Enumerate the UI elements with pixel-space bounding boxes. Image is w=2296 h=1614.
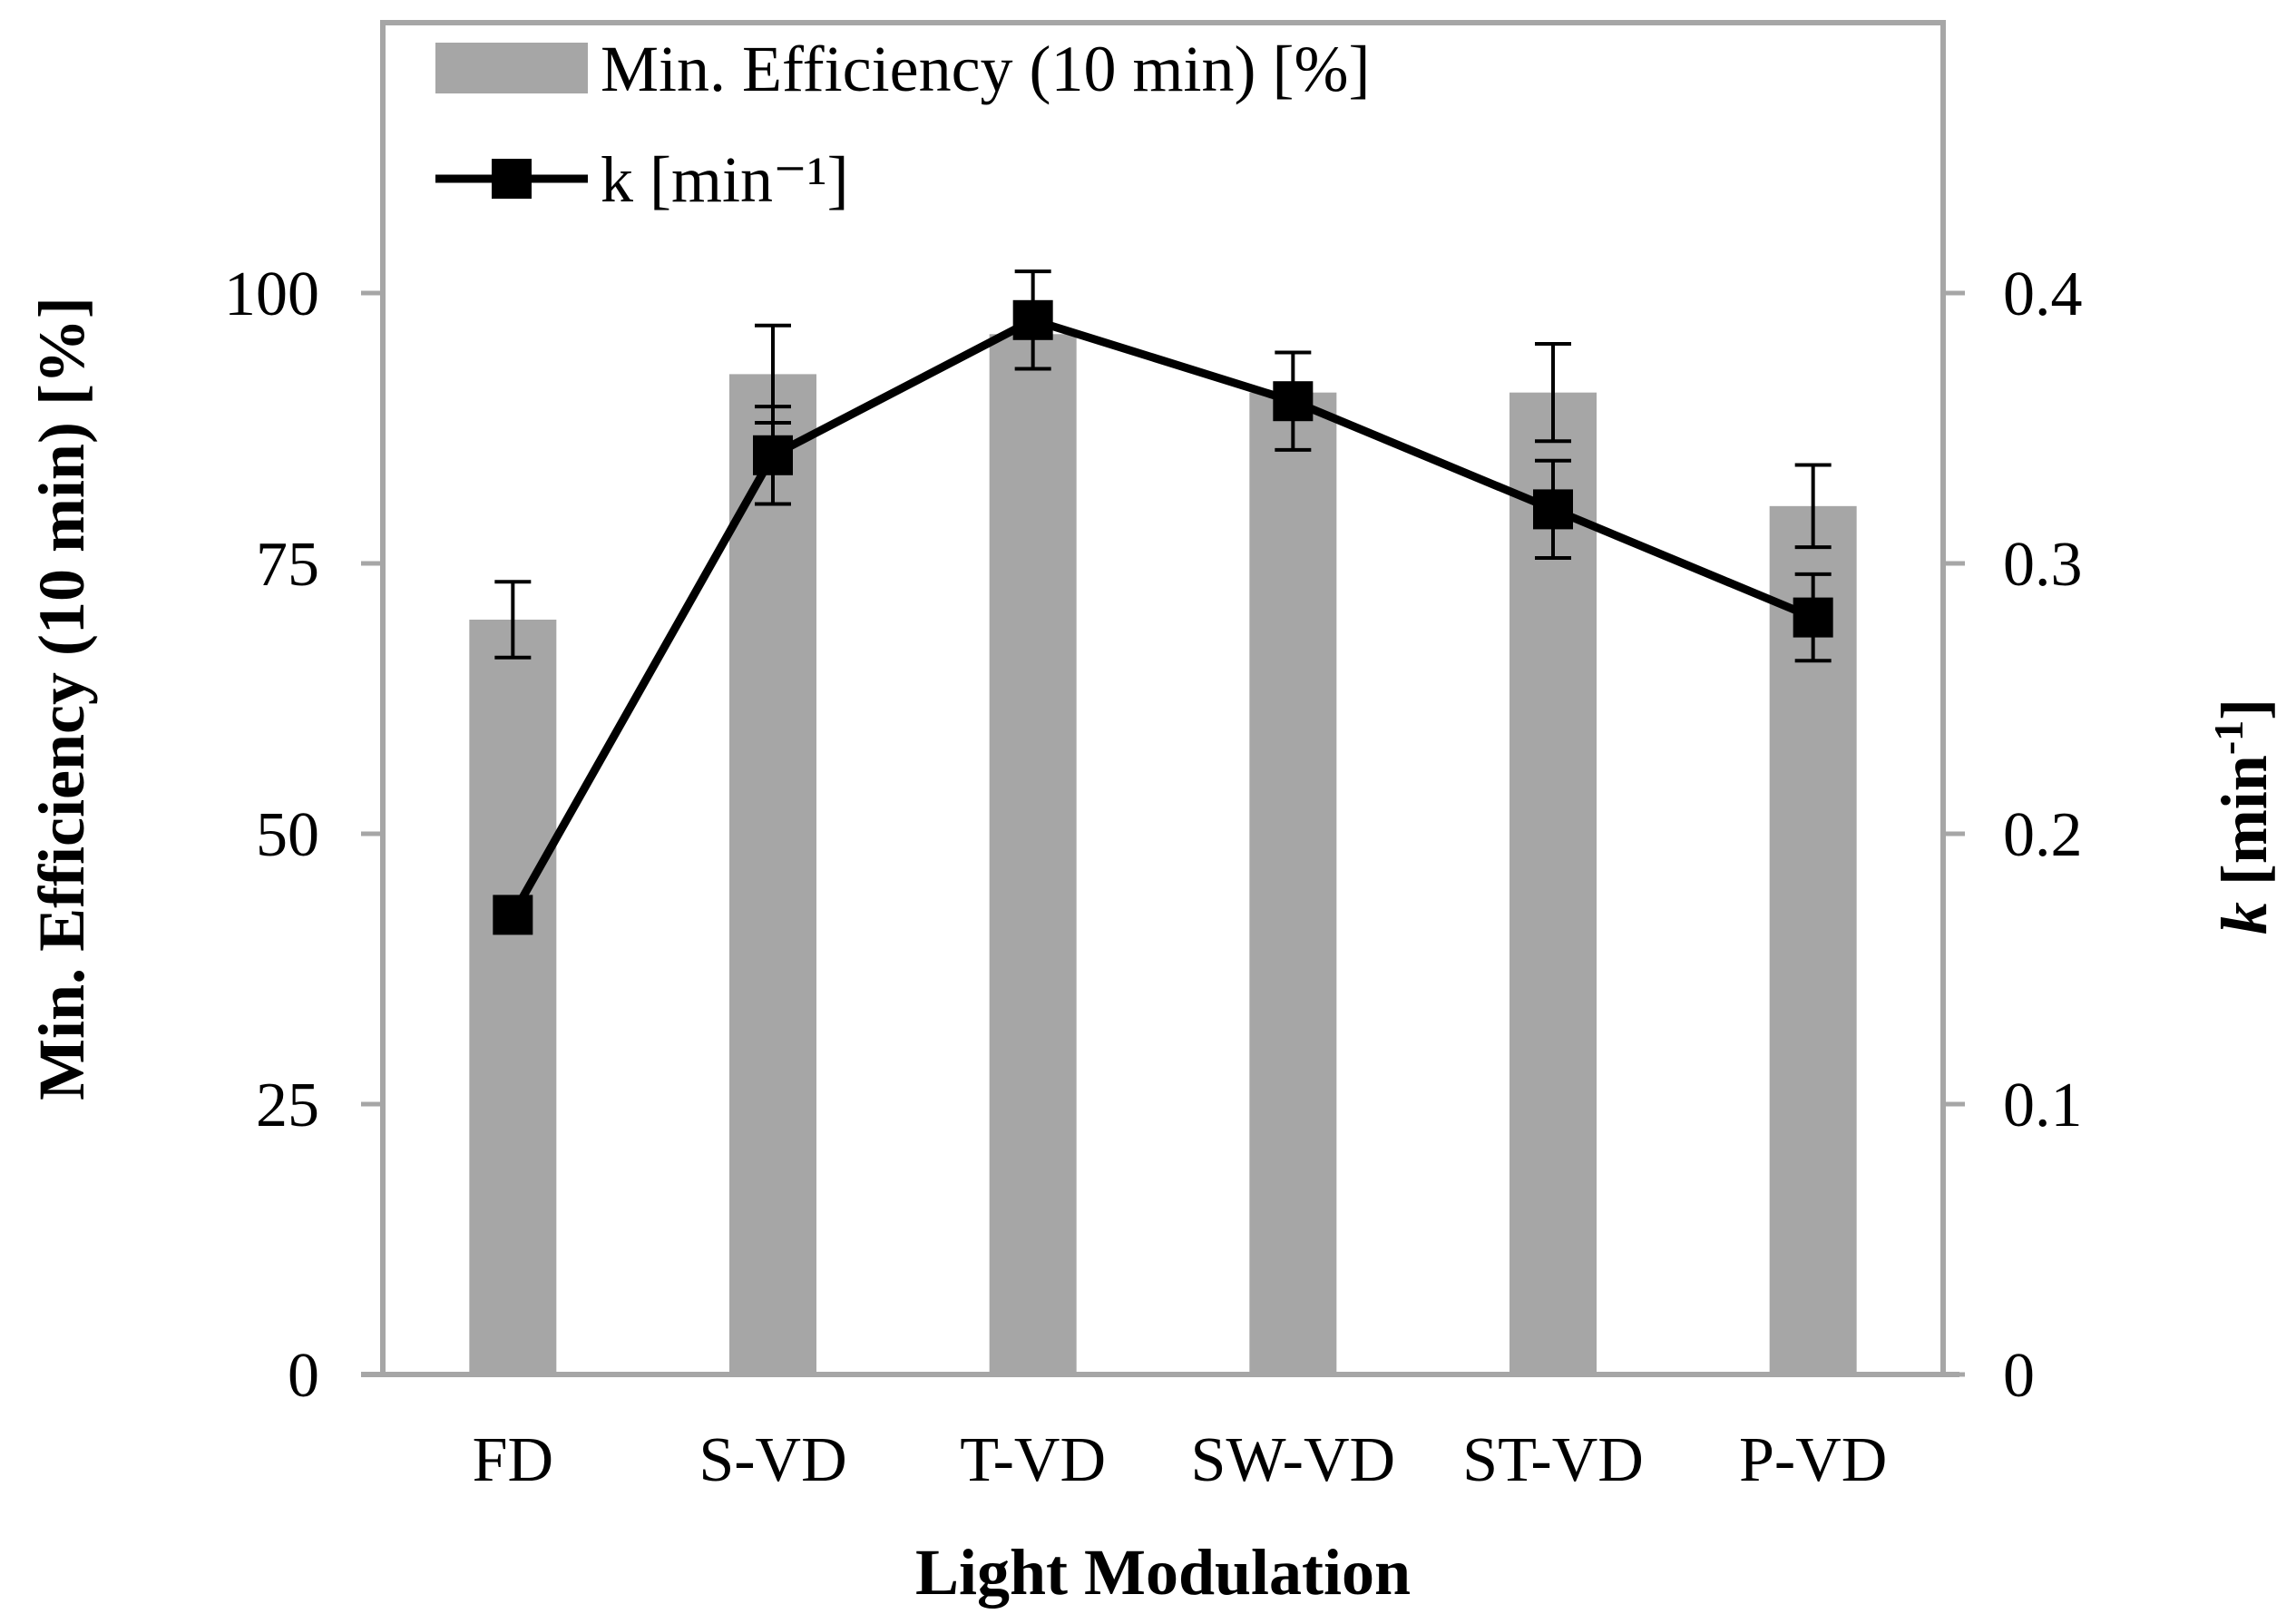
bar-error-P-VD xyxy=(1794,463,1832,550)
left-y-axis-title: Min. Efficiency (10 min) [%] xyxy=(25,297,98,1100)
k-point-P-VD xyxy=(1793,597,1833,638)
bar-SW-VD xyxy=(1249,392,1337,1374)
left-tick-label-50: 50 xyxy=(256,800,319,870)
left-tick-label-75: 75 xyxy=(256,530,319,600)
right-y-axis-title-sup: -1 xyxy=(2205,720,2252,755)
category-label-P-VD: P-VD xyxy=(1739,1425,1887,1495)
left-tick-label-25: 25 xyxy=(256,1071,319,1140)
category-label-ST-VD: ST-VD xyxy=(1462,1425,1644,1495)
bar-error-ST-VD xyxy=(1535,342,1571,444)
bar-S-VD xyxy=(729,374,816,1374)
left-tick-label-100: 100 xyxy=(224,259,319,329)
left-tick-label-0: 0 xyxy=(288,1341,319,1411)
right-tick-label-0.3: 0.3 xyxy=(2003,530,2083,600)
legend-bar-label: Min. Efficiency (10 min) [%] xyxy=(601,33,1370,105)
right-y-axis-title-close: ] xyxy=(2208,699,2281,720)
k-point-FD xyxy=(493,895,533,935)
right-y-axis-title: k [min-1] xyxy=(2205,699,2281,934)
category-label-SW-VD: SW-VD xyxy=(1191,1425,1396,1495)
bar-T-VD xyxy=(989,334,1077,1374)
right-tick-label-0.2: 0.2 xyxy=(2003,800,2083,870)
bar-FD xyxy=(469,619,557,1374)
category-label-FD: FD xyxy=(473,1425,553,1495)
right-y-axis-title-k: k xyxy=(2208,902,2281,934)
category-label-T-VD: T-VD xyxy=(960,1425,1106,1495)
k-series-line xyxy=(509,316,1815,917)
right-tick-label-0: 0 xyxy=(2003,1341,2035,1411)
k-point-T-VD xyxy=(1012,299,1053,340)
k-point-ST-VD xyxy=(1533,489,1573,530)
right-tick-label-0.4: 0.4 xyxy=(2003,259,2083,329)
right-y-axis-title-unit: [min xyxy=(2208,755,2281,902)
category-label-S-VD: S-VD xyxy=(699,1425,846,1495)
right-tick-label-0.1: 0.1 xyxy=(2003,1071,2083,1140)
k-point-SW-VD xyxy=(1273,381,1314,422)
legend: Min. Efficiency (10 min) [%] k [min⁻¹] xyxy=(435,33,1370,216)
x-axis-title: Light Modulation xyxy=(915,1536,1411,1609)
k-point-S-VD xyxy=(753,435,793,475)
legend-line-label: k [min⁻¹] xyxy=(601,143,849,216)
legend-line-marker xyxy=(492,159,532,199)
bar-error-FD xyxy=(494,580,532,660)
plot-frame xyxy=(380,20,1946,1377)
legend-bar-swatch xyxy=(435,43,588,93)
